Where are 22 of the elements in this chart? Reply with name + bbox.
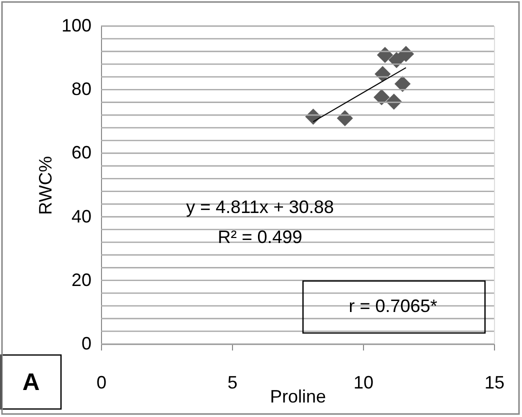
- point: [394, 76, 411, 92]
- y-tick-label: 0: [81, 334, 92, 354]
- y-tick-label: 40: [71, 206, 92, 226]
- x-tick-label: 10: [353, 372, 374, 392]
- y-tick-label: 60: [71, 142, 92, 163]
- point: [376, 46, 394, 63]
- point: [388, 52, 405, 68]
- y-tick-label: 80: [71, 79, 92, 100]
- annotation: y = 4.811x + 30.88: [186, 197, 334, 217]
- point: [336, 110, 353, 126]
- y-tick-label: 100: [61, 16, 92, 36]
- annotation: r = 0.7065*: [348, 296, 438, 316]
- point: [374, 89, 390, 106]
- x-tick-label: 0: [96, 372, 107, 392]
- text: A: [22, 369, 40, 396]
- x-tick-label: 15: [484, 372, 505, 392]
- y-axis-title: RWC%: [35, 156, 56, 215]
- annotation: R² = 0.499: [218, 227, 302, 247]
- x-tick-label: 5: [227, 372, 238, 392]
- x-axis-title: Proline: [270, 386, 326, 406]
- y-tick-label: 20: [71, 270, 92, 290]
- point: [398, 46, 414, 62]
